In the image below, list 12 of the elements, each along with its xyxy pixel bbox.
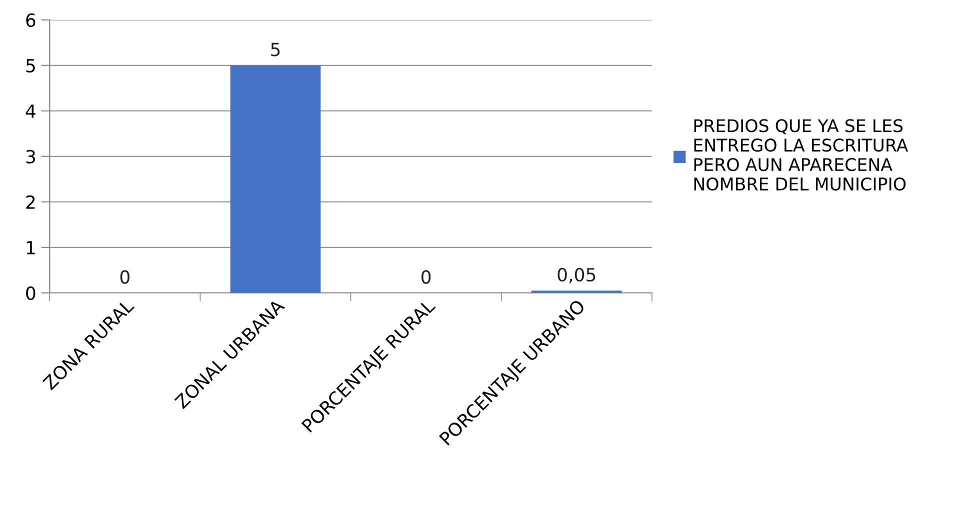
legend-label: PREDIOS QUE YA SE LES ENTREGO LA ESCRITURA PERO AUN APARECENA NOMBRE DEL MUNICIPIO xyxy=(694,119,908,191)
data-label: 0 xyxy=(120,270,130,284)
data-label: 0,05 xyxy=(558,268,596,284)
y-tick-label: 3 xyxy=(26,150,35,164)
data-label: 0 xyxy=(422,270,431,284)
y-tick-label: 0 xyxy=(26,286,36,300)
y-tick-label: 6 xyxy=(26,13,36,27)
data-label: 5 xyxy=(271,42,280,56)
y-tick-label: 5 xyxy=(26,59,35,72)
y-tick-label: 4 xyxy=(26,104,36,118)
y-tick-label: 1 xyxy=(26,241,35,254)
y-tick-label: 2 xyxy=(26,195,35,209)
